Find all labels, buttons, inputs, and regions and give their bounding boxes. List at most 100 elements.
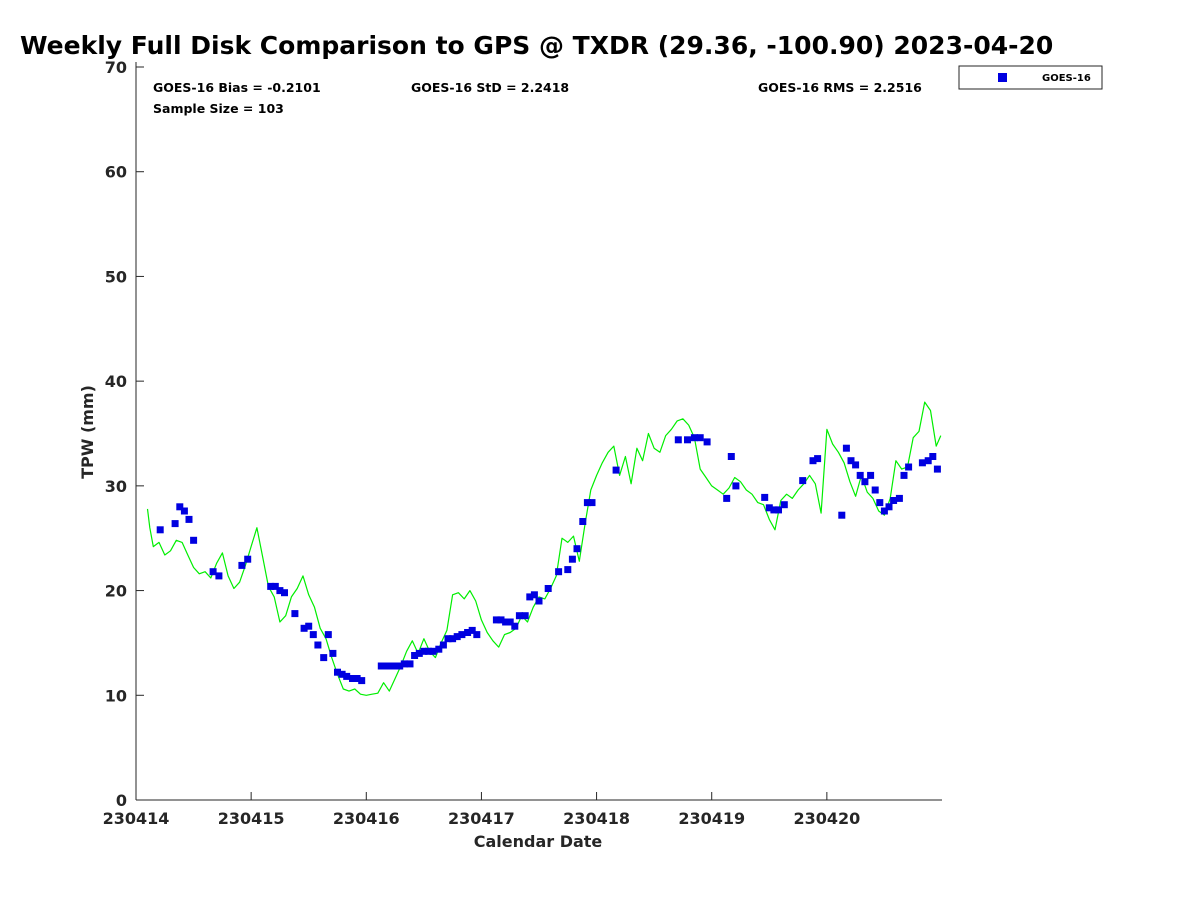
- goes16-point: [564, 566, 572, 574]
- legend-entry-goes16: GOES-16: [1042, 73, 1091, 84]
- goes16-point: [847, 457, 855, 465]
- goes16-point: [674, 436, 682, 444]
- goes16-point: [612, 466, 620, 474]
- goes16-point: [444, 635, 452, 643]
- goes16-point: [358, 677, 366, 685]
- goes16-point: [244, 555, 252, 563]
- goes16-point: [458, 631, 466, 639]
- goes16-point: [185, 515, 193, 523]
- x-tick-label: 230414: [103, 809, 170, 828]
- goes16-point: [473, 631, 481, 639]
- goes16-point: [885, 503, 893, 511]
- goes16-point: [761, 493, 769, 501]
- goes16-point: [271, 582, 279, 590]
- goes16-point: [861, 478, 869, 486]
- goes16-point: [583, 499, 591, 507]
- goes16-point: [814, 455, 822, 463]
- goes16-point: [215, 572, 223, 580]
- goes16-point: [511, 622, 519, 630]
- goes16-point: [867, 471, 875, 479]
- goes16-point: [180, 507, 188, 515]
- goes16-point: [895, 494, 903, 502]
- goes16-point: [929, 453, 937, 460]
- y-tick-label: 70: [105, 58, 127, 77]
- goes16-point: [526, 593, 534, 601]
- goes16-point: [281, 589, 288, 597]
- goes16-point: [780, 501, 788, 509]
- goes16-point: [305, 622, 313, 630]
- goes16-point: [492, 616, 500, 624]
- goes16-point: [924, 457, 932, 465]
- goes16-point: [300, 624, 308, 632]
- goes16-point: [876, 499, 884, 507]
- goes16-point: [377, 662, 385, 670]
- y-tick-label: 10: [105, 686, 127, 705]
- goes16-point: [530, 591, 538, 599]
- goes16-point: [842, 444, 850, 452]
- legend-marker-square: [998, 73, 1007, 82]
- goes16-point: [544, 585, 552, 592]
- sample-size-stat: Sample Size = 103: [153, 101, 284, 116]
- goes16-point: [291, 610, 299, 618]
- goes16-point: [429, 647, 437, 655]
- goes16-point: [502, 618, 510, 626]
- goes16-point: [573, 545, 581, 553]
- y-ticks: 0 10 20 30 40 50 60 70: [105, 58, 144, 810]
- x-tick-label: 230420: [793, 809, 860, 828]
- y-tick-label: 20: [105, 582, 127, 601]
- goes16-point: [320, 654, 328, 662]
- goes16-point: [535, 597, 543, 605]
- goes16-point: [387, 662, 394, 670]
- goes16-point: [703, 438, 711, 446]
- goes16-point: [406, 660, 414, 668]
- goes16-point: [838, 511, 846, 519]
- goes16-point: [349, 675, 356, 682]
- goes16-point: [411, 652, 419, 659]
- bias-stat: GOES-16 Bias = -0.2101: [153, 80, 321, 95]
- chart-title: Weekly Full Disk Comparison to GPS @ TXD…: [20, 31, 1053, 60]
- goes16-point: [171, 520, 179, 528]
- goes16-point: [453, 633, 461, 641]
- goes16-point: [506, 618, 514, 626]
- goes16-point: [400, 660, 408, 668]
- goes16-point: [391, 662, 399, 670]
- y-tick-label: 30: [105, 477, 127, 496]
- std-stat: GOES-16 StD = 2.2418: [411, 80, 569, 95]
- goes16-point: [684, 436, 691, 444]
- goes16-point: [905, 463, 913, 471]
- legend-box: [958, 65, 1103, 90]
- goes16-point: [464, 629, 472, 636]
- goes16-point: [176, 503, 184, 511]
- goes16-point: [343, 672, 351, 680]
- goes16-point: [555, 568, 563, 576]
- goes16-point: [420, 647, 428, 655]
- goes16-point: [468, 626, 476, 634]
- goes16-point: [871, 486, 879, 494]
- goes16-point: [382, 662, 390, 670]
- x-tick-label: 230417: [448, 809, 515, 828]
- goes16-point: [190, 536, 198, 544]
- goes16-point: [690, 434, 698, 442]
- gps-line: [146, 401, 942, 696]
- goes16-point: [439, 641, 447, 649]
- goes16-series: [156, 434, 941, 685]
- goes16-point: [515, 612, 523, 620]
- goes16-point: [579, 518, 587, 525]
- goes16-point: [238, 561, 246, 569]
- goes16-point: [267, 582, 275, 590]
- x-tick-label: 230418: [563, 809, 630, 828]
- goes16-point: [276, 587, 284, 595]
- goes16-point: [918, 459, 926, 467]
- goes16-point: [353, 675, 361, 682]
- plot-area: [135, 62, 942, 801]
- goes16-point: [329, 649, 337, 657]
- goes16-point: [588, 499, 596, 507]
- goes16-point: [324, 631, 332, 639]
- goes16-point: [856, 471, 864, 479]
- goes16-point: [209, 568, 217, 576]
- y-tick-label: 40: [105, 372, 127, 391]
- goes16-point: [396, 662, 404, 670]
- legend: GOES-16: [958, 65, 1103, 90]
- goes16-point: [334, 668, 341, 676]
